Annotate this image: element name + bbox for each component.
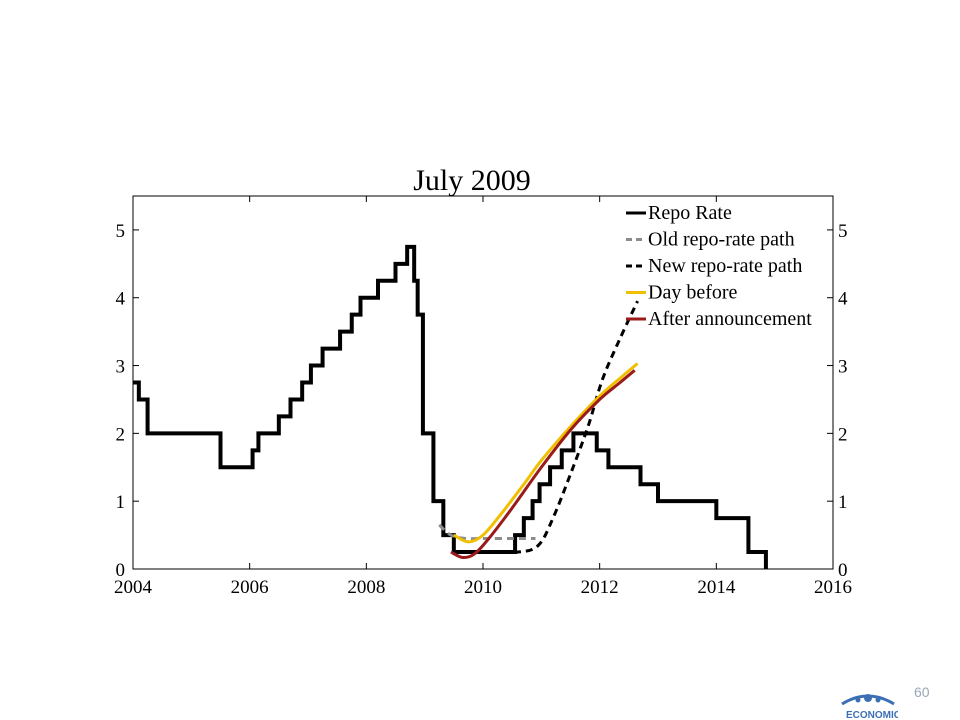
x-tick-label: 2006	[231, 577, 269, 598]
y-tick-label-left: 3	[116, 357, 126, 378]
x-tick-label: 2012	[581, 577, 619, 598]
legend-label: Day before	[648, 282, 738, 304]
series-line-3	[453, 362, 639, 544]
x-tick-label: 2010	[464, 577, 502, 598]
x-tick-label: 2016	[814, 577, 852, 598]
legend-label: Repo Rate	[648, 202, 732, 224]
y-tick-label-left: 1	[116, 492, 126, 513]
legend-label: After announcement	[648, 308, 812, 330]
y-tick-label-right: 2	[838, 424, 848, 445]
chart-title: July 2009	[413, 164, 531, 197]
x-tick-label: 2004	[114, 577, 153, 598]
legend: Repo Rate Old repo-rate path New repo-rate…	[626, 202, 812, 330]
y-tick-label-left: 2	[116, 424, 126, 445]
svg-text:ECONOMIC: ECONOMIC	[846, 710, 898, 720]
legend-label: Old repo-rate path	[648, 229, 795, 251]
series-layer	[133, 244, 768, 569]
x-tick-label: 2014	[697, 577, 736, 598]
y-tick-label-right: 3	[838, 357, 848, 378]
series-line-2	[453, 300, 639, 555]
y-tick-label-left: 5	[116, 221, 126, 242]
y-tick-label-left: 4	[116, 289, 126, 310]
legend-label: New repo-rate path	[648, 255, 802, 277]
y-tick-label-right: 0	[838, 560, 848, 581]
y-tick-label-right: 5	[838, 221, 848, 242]
x-tick-label: 2008	[347, 577, 385, 598]
y-tick-label-right: 1	[838, 492, 848, 513]
seal-icon: ECONOMIC	[841, 694, 898, 720]
series-line-1	[438, 523, 536, 541]
central-bank-seal-logo: ECONOMIC	[838, 690, 898, 720]
page-number: 60	[914, 684, 930, 700]
plot-frame	[132, 195, 834, 570]
series-line-0	[133, 244, 768, 569]
y-tick-label-left: 0	[116, 560, 126, 581]
y-tick-label-right: 4	[838, 289, 848, 310]
series-line-4	[450, 369, 636, 560]
